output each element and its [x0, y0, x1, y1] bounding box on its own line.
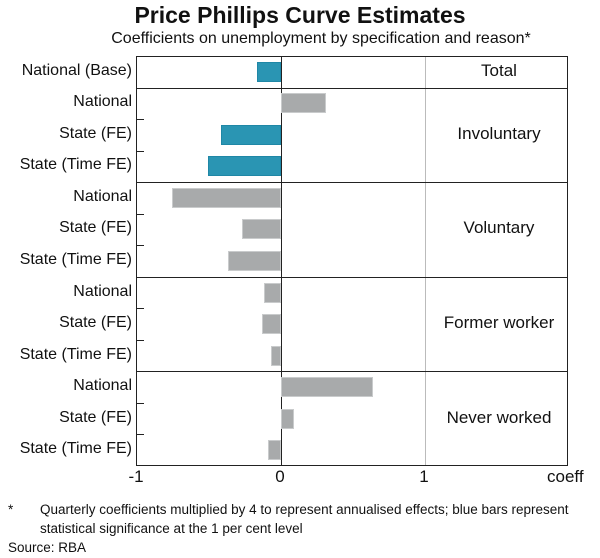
group-separator: [137, 276, 567, 278]
x-tick-label: -1: [128, 467, 144, 486]
row-label: State (Time FE): [19, 156, 132, 174]
axis-tick: [137, 402, 144, 404]
axis-tick: [137, 119, 144, 121]
row-label: State (FE): [59, 219, 132, 237]
axis-tick: [137, 245, 144, 247]
group-label: Never worked: [446, 407, 552, 427]
x-tick-label: 1: [419, 467, 429, 486]
row-label: National: [73, 187, 132, 205]
source-note: Source: RBA: [8, 540, 87, 555]
group-separator: [137, 182, 567, 184]
group-label: Former worker: [443, 313, 555, 333]
bar: [281, 377, 374, 398]
bar: [262, 314, 281, 335]
bar: [171, 187, 281, 208]
bar: [256, 61, 281, 82]
x-axis-label: coeff: [547, 467, 584, 486]
plot-area: [136, 56, 568, 466]
bar: [227, 251, 281, 271]
row-label: State (Time FE): [19, 440, 132, 458]
row-label: National (Base): [21, 61, 132, 79]
axis-tick: [137, 308, 144, 310]
group-separator: [137, 87, 567, 89]
group-label: Voluntary: [463, 218, 535, 238]
footnote-text: Quarterly coefficients multiplied by 4 t…: [40, 502, 569, 536]
group-label: Total: [481, 60, 517, 80]
row-label: State (FE): [59, 124, 132, 142]
row-label: State (Time FE): [19, 345, 132, 363]
gridline-1: [425, 57, 426, 465]
row-label: State (Time FE): [19, 251, 132, 268]
bar: [207, 156, 281, 177]
chart-subtitle: Coefficients on unemployment by specific…: [111, 30, 531, 47]
group-label: Involuntary: [457, 123, 541, 143]
row-label: National: [73, 93, 132, 111]
bar: [263, 282, 281, 303]
footnote: * Quarterly coefficients multiplied by 4…: [8, 500, 598, 538]
axis-tick: [137, 213, 144, 215]
row-label: National: [73, 377, 132, 395]
bar: [268, 440, 281, 461]
row-label: State (FE): [59, 314, 132, 332]
bar: [281, 408, 294, 429]
axis-tick: [137, 339, 144, 341]
bar: [270, 345, 281, 366]
row-label: National: [73, 282, 132, 300]
row-label: State (FE): [59, 408, 132, 426]
footnote-mark: *: [8, 502, 14, 517]
axis-tick: [137, 434, 144, 436]
bar: [220, 124, 281, 145]
group-separator: [137, 371, 567, 373]
bar: [281, 93, 326, 114]
bar: [242, 219, 281, 240]
axis-tick: [137, 150, 144, 152]
zero-line: [281, 57, 282, 465]
x-tick-label: 0: [275, 467, 285, 486]
chart-title: Price Phillips Curve Estimates: [134, 2, 466, 28]
